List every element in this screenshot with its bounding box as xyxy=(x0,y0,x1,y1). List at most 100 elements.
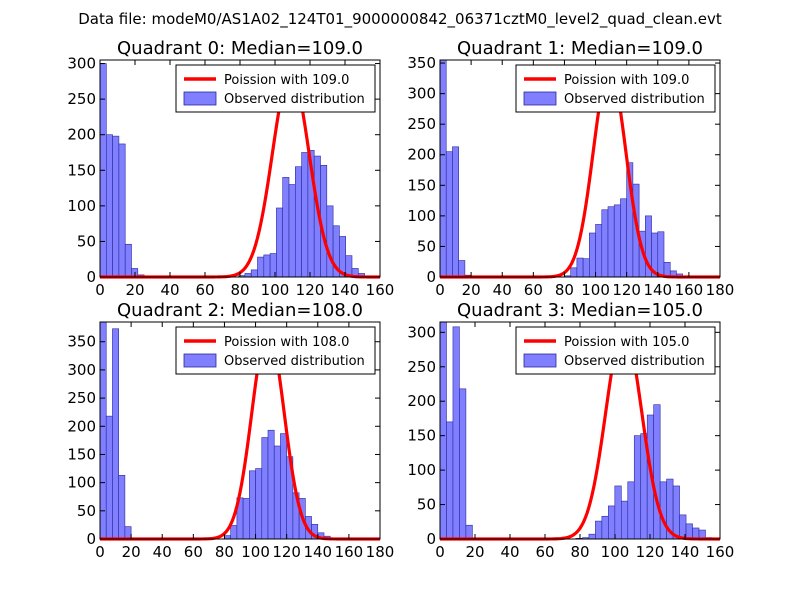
histogram-bar xyxy=(570,267,578,278)
legend: Poission with 105.0 Observed distribution xyxy=(515,326,716,375)
histogram-bar xyxy=(261,437,269,540)
y-tick-label: 300 xyxy=(407,323,436,341)
histogram-bar xyxy=(685,523,693,540)
histogram-bar xyxy=(267,429,275,540)
y-tick-label: 100 xyxy=(407,207,436,225)
y-tick-label: 50 xyxy=(417,496,436,514)
histogram-bar xyxy=(263,254,271,278)
histogram-bar xyxy=(273,445,281,540)
legend-curve-label: Poission with 109.0 xyxy=(564,73,689,88)
x-tick-label: 20 xyxy=(125,281,144,299)
histogram-bar xyxy=(465,524,473,540)
histogram-bar xyxy=(112,135,120,278)
axes-frame xyxy=(99,321,381,540)
histogram-bar xyxy=(595,224,603,278)
x-tick-label: 180 xyxy=(706,281,735,299)
histogram-bar xyxy=(124,243,132,278)
y-tick-label: 0 xyxy=(426,530,436,548)
x-tick-label: 120 xyxy=(296,281,325,299)
y-tick-label: 150 xyxy=(407,176,436,194)
x-tick-label: 0 xyxy=(95,543,105,561)
histogram-bar xyxy=(118,143,126,278)
quadrant-title: Quadrant 1: Median=109.0 xyxy=(457,38,703,59)
y-tick-label: 200 xyxy=(407,392,436,410)
quadrant-2-chart: 0 20 40 60 80 100 120 140 160 1800501001502002503… xyxy=(67,300,394,561)
histogram-bar xyxy=(445,151,453,278)
y-tick-label: 150 xyxy=(67,161,96,179)
histogram-bar xyxy=(439,59,447,278)
y-tick-label: 350 xyxy=(407,54,436,72)
y-tick-label: 0 xyxy=(426,268,436,286)
y-tick-label: 200 xyxy=(67,126,96,144)
legend: Poission with 109.0 Observed distribution xyxy=(515,64,716,113)
histogram-bar xyxy=(112,328,119,540)
legend-curve-label: Poission with 108.0 xyxy=(224,335,349,350)
x-tick-label: 40 xyxy=(160,281,179,299)
y-tick-label: 200 xyxy=(407,146,436,164)
histogram-bar xyxy=(627,481,635,540)
legend: Poission with 109.0 Observed distribution xyxy=(175,64,376,113)
y-tick-label: 150 xyxy=(67,445,96,463)
x-tick-label: 20 xyxy=(462,281,481,299)
histogram-bar xyxy=(224,535,231,540)
histogram-bar xyxy=(326,205,334,278)
legend-curve-label: Poission with 105.0 xyxy=(564,335,689,350)
x-tick-label: 20 xyxy=(122,543,141,561)
legend: Poission with 108.0 Observed distribution xyxy=(175,326,376,375)
y-tick-label: 250 xyxy=(407,115,436,133)
histogram-bar xyxy=(452,146,459,278)
x-tick-label: 120 xyxy=(636,543,665,561)
y-tick-label: 250 xyxy=(67,389,96,407)
histogram-bar xyxy=(255,468,263,540)
histogram-bar xyxy=(99,321,107,540)
y-tick-label: 200 xyxy=(67,417,96,435)
histogram-bar xyxy=(620,500,629,540)
y-tick-label: 50 xyxy=(77,502,96,520)
y-tick-label: 300 xyxy=(407,85,436,103)
histogram-bar xyxy=(276,207,283,278)
histogram-bar xyxy=(294,166,302,278)
quadrant-3-chart: 0 20 40 60 80 100 120 140 160 0 50 100 150 200 250 300 Q… xyxy=(407,300,734,561)
legend-bar-swatch xyxy=(523,91,557,106)
y-tick-label: 250 xyxy=(407,358,436,376)
x-tick-label: 100 xyxy=(261,281,290,299)
histogram-bar xyxy=(244,273,252,278)
x-tick-label: 80 xyxy=(215,543,234,561)
legend-bar-swatch xyxy=(183,353,217,368)
histogram-bar xyxy=(282,177,290,278)
histogram-bar xyxy=(589,232,596,278)
x-tick-label: 40 xyxy=(153,543,172,561)
histogram-bar xyxy=(595,520,603,540)
histogram-bar xyxy=(608,505,616,540)
x-tick-label: 100 xyxy=(601,543,630,561)
figure-title: Data file: modeM0/AS1A02_124T01_90000008… xyxy=(78,10,722,29)
quadrant-title: Quadrant 0: Median=109.0 xyxy=(117,38,363,59)
x-tick-label: 160 xyxy=(706,543,735,561)
quadrant-title: Quadrant 2: Median=108.0 xyxy=(117,300,363,321)
histogram-bar xyxy=(446,421,454,540)
x-tick-label: 60 xyxy=(184,543,203,561)
axes-frame xyxy=(439,59,721,278)
x-tick-label: 160 xyxy=(366,281,395,299)
x-tick-label: 0 xyxy=(95,281,105,299)
histogram-bar xyxy=(588,533,596,540)
x-tick-label: 160 xyxy=(675,281,704,299)
histogram-bar xyxy=(653,404,661,540)
histogram-bar xyxy=(250,269,258,278)
histogram-bar xyxy=(288,184,296,278)
histogram-bar xyxy=(280,433,287,540)
legend-bar-label: Observed distribution xyxy=(564,354,705,369)
histogram-bar xyxy=(249,470,256,540)
histogram-bar xyxy=(118,475,126,540)
x-tick-label: 0 xyxy=(435,543,445,561)
legend-bar-label: Observed distribution xyxy=(564,92,705,107)
x-tick-label: 60 xyxy=(195,281,214,299)
y-tick-label: 100 xyxy=(407,461,436,479)
legend-bar-swatch xyxy=(523,353,557,368)
x-tick-label: 80 xyxy=(230,281,249,299)
y-tick-label: 50 xyxy=(77,232,96,250)
histogram-bar xyxy=(124,526,132,540)
quadrant-0-chart: 0 20 40 60 80 100 120 140 160 0 50 100 150 200 250 300 Q… xyxy=(67,38,394,299)
legend-bar-label: Observed distribution xyxy=(224,354,365,369)
